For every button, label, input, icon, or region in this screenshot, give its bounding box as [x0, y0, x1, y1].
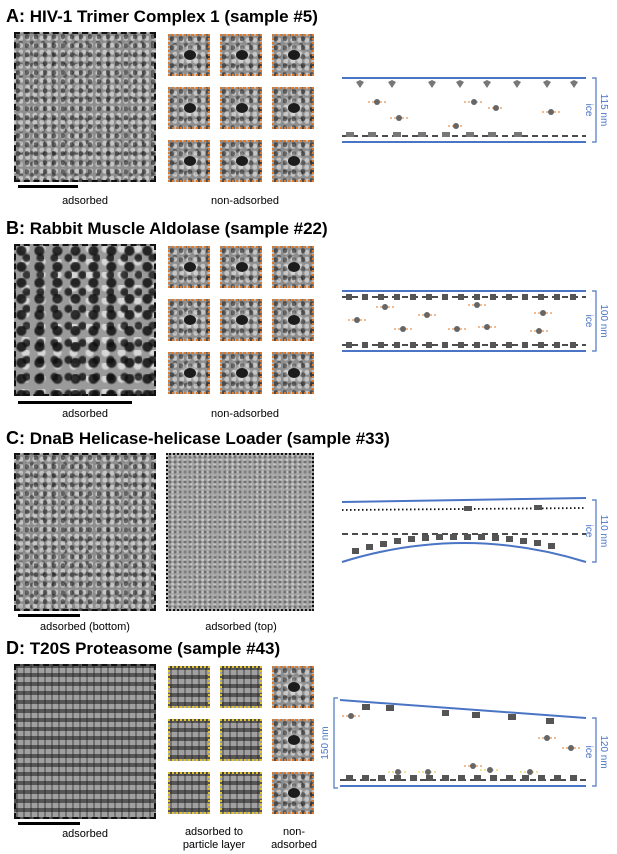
- top-surface-particles: [362, 704, 554, 724]
- non-adsorbed-particles: [368, 99, 560, 129]
- panel-b-thickness-label: 100 nm: [598, 304, 609, 337]
- panel-a-scale-bar: [18, 185, 78, 188]
- panel-d-adsorbed-micrograph: [14, 664, 156, 819]
- panel-a-tile: [168, 87, 210, 129]
- panel-b-tile: [220, 352, 262, 394]
- panel-d-ice-schematic: 150 nm 120 nm ice: [320, 697, 609, 789]
- ice-top-boundary-sloped: [339, 699, 587, 719]
- thickness-bracket-left: [333, 697, 338, 789]
- panel-b-letter: B:: [6, 218, 25, 238]
- panel-b-tile: [220, 246, 262, 288]
- panel-d-thickness-label-left: 150 nm: [320, 726, 331, 759]
- panel-d-caption-particle-layer-line2: particle layer: [182, 839, 246, 851]
- panel-b-title-text: Rabbit Muscle Aldolase (sample #22): [29, 219, 328, 238]
- panel-a-caption-non-adsorbed: non-adsorbed: [211, 195, 279, 207]
- panel-b-ice-schematic: 100 nm ice: [342, 290, 609, 352]
- panel-a-tile: [272, 140, 314, 182]
- panel-a-ice-schematic: 115 nm ice: [342, 77, 609, 143]
- curved-bottom-particles: [352, 534, 555, 554]
- panel-b-ice-label: ice: [583, 315, 594, 328]
- non-adsorbed-particles: [348, 302, 552, 334]
- panel-a-title-text: HIV-1 Trimer Complex 1 (sample #5): [29, 7, 318, 26]
- panel-a-ice-label: ice: [583, 104, 594, 117]
- panel-d-tile-particle-layer: [220, 772, 262, 814]
- panel-b-title: B: Rabbit Muscle Aldolase (sample #22): [6, 218, 328, 239]
- surface-particles: [356, 80, 578, 88]
- panel-a-tile: [272, 87, 314, 129]
- panel-a-tile: [168, 140, 210, 182]
- panel-a-caption-adsorbed: adsorbed: [62, 195, 108, 207]
- panel-a-tile: [168, 34, 210, 76]
- panel-a-tile: [272, 34, 314, 76]
- panel-b-caption-non-adsorbed: non-adsorbed: [211, 408, 279, 420]
- panel-b-tile: [168, 299, 210, 341]
- panel-c-adsorbed-top-micrograph: [166, 453, 314, 611]
- panel-c-scale-bar: [18, 614, 80, 617]
- panel-d-title-text: T20S Proteasome (sample #43): [29, 639, 281, 658]
- panel-b-tile: [272, 352, 314, 394]
- thickness-bracket: [592, 290, 597, 352]
- panel-b-tile: [220, 299, 262, 341]
- top-adsorbed-dotted-line: [341, 507, 587, 511]
- thickness-bracket: [592, 499, 597, 563]
- panel-d-thickness-label-right: 120 nm: [598, 735, 609, 768]
- panel-d-tile-particle-layer: [220, 666, 262, 708]
- panel-c-thickness-label: 110 nm: [598, 515, 609, 548]
- panel-c-adsorbed-bottom-micrograph: [14, 453, 156, 611]
- top-layer-particles: [346, 294, 576, 300]
- panel-d-tile-non-adsorbed: [272, 772, 314, 814]
- panel-a-thickness-label: 115 nm: [598, 94, 609, 127]
- panel-b-scale-bar: [18, 401, 132, 404]
- panel-d-caption-particle-layer: adsorbed to particle layer: [172, 826, 256, 852]
- panel-a-letter: A:: [6, 6, 25, 26]
- bottom-layer-particles: [346, 342, 576, 348]
- ice-bottom-boundary-curved: [341, 542, 587, 563]
- panel-c-title: C: DnaB Helicase-helicase Loader (sample…: [6, 428, 390, 449]
- top-surface-particles: [464, 505, 542, 511]
- panel-d-letter: D:: [6, 638, 25, 658]
- panel-c-caption-bottom: adsorbed (bottom): [40, 621, 130, 633]
- thickness-bracket-right: [592, 717, 597, 787]
- panel-b-caption-adsorbed: adsorbed: [62, 408, 108, 420]
- bottom-layer-particles: [346, 775, 577, 781]
- panel-b-tile: [272, 246, 314, 288]
- panel-d-tile-non-adsorbed: [272, 719, 314, 761]
- panel-b-tile: [168, 246, 210, 288]
- panel-c-caption-top: adsorbed (top): [205, 621, 277, 633]
- ice-top-boundary: [341, 497, 587, 503]
- panel-d-ice-label: ice: [583, 746, 594, 759]
- panel-c-ice-schematic: 110 nm ice: [341, 497, 609, 563]
- panel-a-tile: [220, 87, 262, 129]
- panel-d-scale-bar: [18, 822, 80, 825]
- panel-d-tile-particle-layer: [168, 719, 210, 761]
- panel-d-caption-non-adsorbed-line2: adsorbed: [271, 839, 317, 851]
- bottom-particles: [346, 132, 522, 137]
- panel-a-adsorbed-micrograph: [14, 32, 156, 182]
- panel-c-ice-label: ice: [583, 525, 594, 538]
- panel-d-title: D: T20S Proteasome (sample #43): [6, 638, 280, 659]
- panel-a-tile: [220, 140, 262, 182]
- panel-b-adsorbed-micrograph: [14, 244, 156, 396]
- panel-d-caption-particle-layer-line1: adsorbed to: [184, 826, 244, 838]
- panel-d-tile-particle-layer: [168, 772, 210, 814]
- non-adsorbed-particles: [342, 713, 580, 769]
- panel-c-letter: C:: [6, 428, 25, 448]
- panel-d-tile-particle-layer: [220, 719, 262, 761]
- panel-d-caption-non-adsorbed: non- adsorbed: [266, 826, 322, 852]
- panel-b-tile: [168, 352, 210, 394]
- panel-d-caption-non-adsorbed-line1: non-: [282, 826, 306, 838]
- panel-b-tile: [272, 299, 314, 341]
- panel-a-title: A: HIV-1 Trimer Complex 1 (sample #5): [6, 6, 318, 27]
- panel-d-caption-adsorbed: adsorbed: [62, 828, 108, 840]
- thickness-bracket: [592, 77, 597, 143]
- panel-a-tile: [220, 34, 262, 76]
- panel-c-title-text: DnaB Helicase-helicase Loader (sample #3…: [29, 429, 390, 448]
- panel-d-tile-non-adsorbed: [272, 666, 314, 708]
- particle-layer-markers: [388, 767, 540, 775]
- panel-d-tile-particle-layer: [168, 666, 210, 708]
